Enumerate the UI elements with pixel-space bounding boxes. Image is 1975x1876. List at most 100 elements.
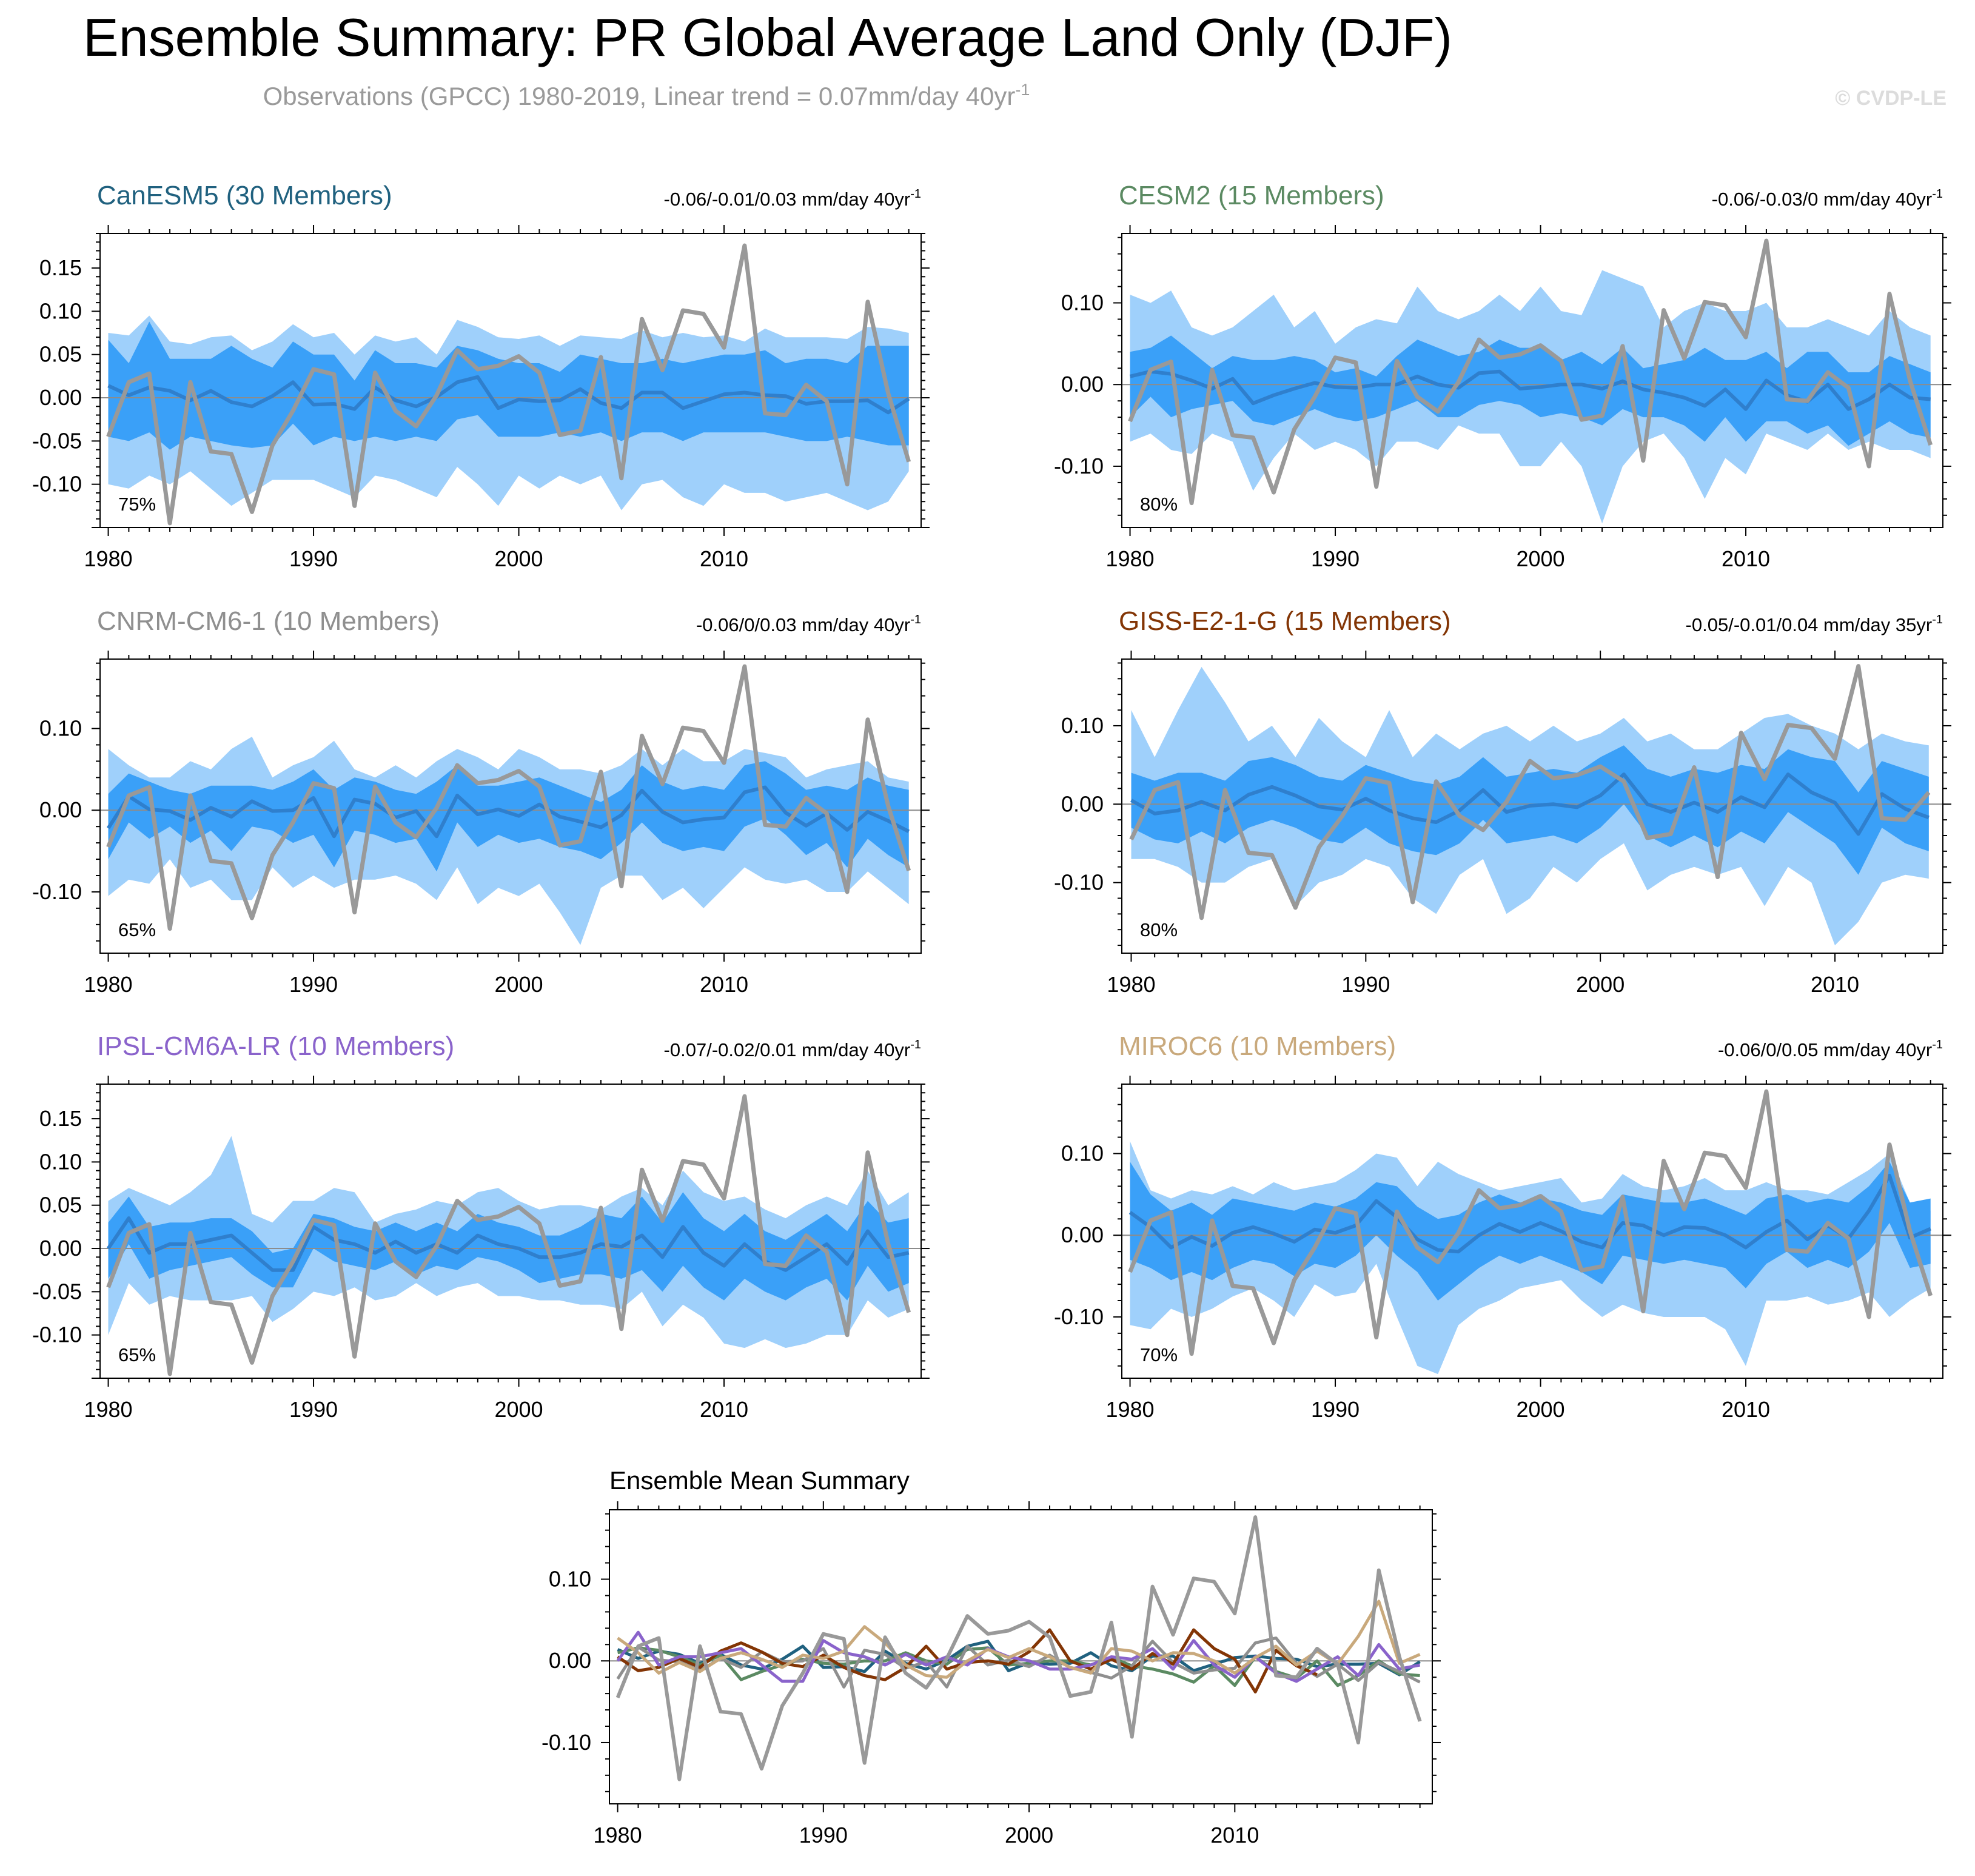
ensemble-mean-line (1128, 1173, 1931, 1254)
x-tick-label: 2010 (1210, 1823, 1259, 1848)
trend-label: -0.07/-0.02/0.01 mm/day 40yr-1 (664, 1038, 921, 1060)
axis-ticks (1113, 225, 1951, 536)
plot-area (100, 664, 921, 945)
x-tick-label: 1980 (84, 972, 132, 997)
x-tick-label: 2000 (1516, 546, 1564, 571)
plot-area (1122, 1089, 1943, 1375)
y-tick-label: 0.15 (39, 255, 82, 280)
series-line-gpcc (615, 1515, 1422, 1781)
observations-line (106, 1094, 911, 1376)
inner-spread-band (1130, 335, 1931, 446)
observations-line (106, 664, 911, 931)
ensemble-mean-line (1130, 772, 1930, 836)
y-tick-label: -0.10 (542, 1730, 591, 1755)
percent-label: 80% (1140, 494, 1178, 515)
percent-label: 65% (118, 1344, 156, 1365)
y-tick-label: 0.10 (549, 1567, 591, 1592)
watermark: © CVDP-LE (1835, 87, 1946, 110)
observations-line (106, 243, 911, 526)
x-tick-label: 1980 (84, 546, 132, 571)
plot-area (1122, 664, 1943, 946)
plot-area (1122, 238, 1943, 524)
trend-label: -0.06/0/0.03 mm/day 40yr-1 (696, 613, 921, 635)
subtitle-superscript: -1 (1015, 81, 1030, 99)
chart-panel-2: 1980 1990 2000 2010 -0.10 0.00 0.10 CESM2 (15 M… (1054, 181, 1951, 571)
y-tick-label: 0.00 (39, 1236, 82, 1261)
ensemble-mean-line (107, 375, 910, 415)
ensemble-mean-line (106, 785, 910, 839)
x-tick-label: 2010 (1722, 1397, 1770, 1422)
chart-panel-5: 1980 1990 2000 2010 -0.10 -0.05 0.00 0.05 0.10 0.… (32, 1031, 930, 1422)
axis-ticks (601, 1501, 1441, 1812)
y-tick-label: -0.10 (32, 472, 82, 497)
plot-area (100, 243, 921, 526)
x-tick-label: 1990 (289, 546, 338, 571)
observations-line (1129, 664, 1931, 920)
x-tick-label: 1990 (1311, 1397, 1360, 1422)
y-tick-label: -0.10 (1054, 870, 1104, 895)
inner-spread-band (108, 321, 909, 450)
panel-title: IPSL-CM6A-LR (10 Members) (97, 1031, 454, 1061)
plot-frame (1121, 658, 1943, 954)
panel-title: CESM2 (15 Members) (1119, 181, 1384, 210)
panel-title: CanESM5 (30 Members) (97, 181, 392, 210)
trend-label: -0.06/-0.01/0.03 mm/day 40yr-1 (664, 187, 921, 210)
y-tick-label: 0.00 (549, 1648, 591, 1673)
figure-subtitle: Observations (GPCC) 1980-2019, Linear tr… (263, 81, 1030, 110)
trend-label: -0.06/-0.03/0 mm/day 40yr-1 (1712, 187, 1943, 210)
x-tick-label: 2000 (1005, 1823, 1053, 1848)
chart-panel-3: 1980 1990 2000 2010 -0.10 0.00 0.10 CNRM-CM6-1 … (32, 606, 930, 997)
x-tick-label: 2000 (494, 546, 543, 571)
x-tick-label: 2000 (494, 972, 543, 997)
plot-frame (1121, 233, 1943, 528)
y-tick-label: 0.10 (39, 298, 82, 323)
x-tick-label: 1990 (799, 1823, 848, 1848)
panel-title: MIROC6 (10 Members) (1119, 1031, 1396, 1061)
x-tick-label: 1980 (1107, 972, 1155, 997)
plot-frame (1121, 1084, 1943, 1379)
x-tick-label: 1980 (1105, 1397, 1154, 1422)
x-tick-label: 2000 (1576, 972, 1625, 997)
panel-title: GISS-E2-1-G (15 Members) (1119, 606, 1451, 636)
y-tick-label: -0.10 (1054, 454, 1104, 478)
x-tick-label: 2000 (494, 1397, 543, 1422)
y-tick-label: -0.10 (32, 879, 82, 904)
x-tick-label: 1980 (1105, 546, 1154, 571)
y-tick-label: 0.05 (39, 342, 82, 367)
inner-spread-band (1131, 745, 1929, 875)
x-tick-label: 2010 (700, 1397, 748, 1422)
x-tick-label: 2010 (1811, 972, 1859, 997)
percent-label: 65% (118, 919, 156, 940)
axis-ticks (1113, 651, 1951, 962)
subtitle-text: Observations (GPCC) 1980-2019, Linear tr… (263, 82, 1016, 110)
series-line-cnrm-cm6-1 (616, 1636, 1421, 1689)
percent-label: 75% (118, 494, 156, 515)
y-tick-label: 0.10 (39, 1149, 82, 1174)
x-tick-label: 1990 (289, 1397, 338, 1422)
y-tick-label: 0.00 (1061, 791, 1104, 816)
chart-panel-4: 1980 1990 2000 2010 -0.10 0.00 0.10 GISS-E2-1-G… (1054, 606, 1951, 997)
axis-ticks (92, 651, 930, 962)
chart-panel-6: 1980 1990 2000 2010 -0.10 0.00 0.10 MIROC6 (10 … (1054, 1031, 1951, 1422)
x-tick-label: 2010 (1722, 546, 1770, 571)
y-tick-label: 0.00 (1061, 1222, 1104, 1247)
y-tick-label: 0.00 (39, 385, 82, 410)
y-tick-label: -0.05 (32, 1279, 82, 1304)
plot-frame (99, 658, 922, 954)
panels-container: 1980 1990 2000 2010 -0.10 -0.05 0.00 0.05 0.10 0.… (32, 181, 1951, 1848)
chart-panel-1: 1980 1990 2000 2010 -0.10 -0.05 0.00 0.05 0.10 0.… (32, 181, 930, 571)
percent-label: 80% (1140, 919, 1178, 940)
y-tick-label: 0.10 (1061, 713, 1104, 738)
plot-area (100, 1094, 921, 1376)
series-line-miroc6 (617, 1600, 1421, 1679)
y-tick-label: 0.10 (1061, 290, 1104, 315)
x-tick-label: 1980 (594, 1823, 642, 1848)
x-tick-label: 2000 (1516, 1397, 1564, 1422)
figure-title: Ensemble Summary: PR Global Average Land… (83, 7, 1452, 67)
y-tick-label: 0.10 (39, 716, 82, 741)
axis-ticks (92, 225, 930, 536)
panel-title: Ensemble Mean Summary (609, 1466, 910, 1495)
axis-ticks (1113, 1076, 1951, 1387)
y-tick-label: -0.10 (32, 1322, 82, 1347)
